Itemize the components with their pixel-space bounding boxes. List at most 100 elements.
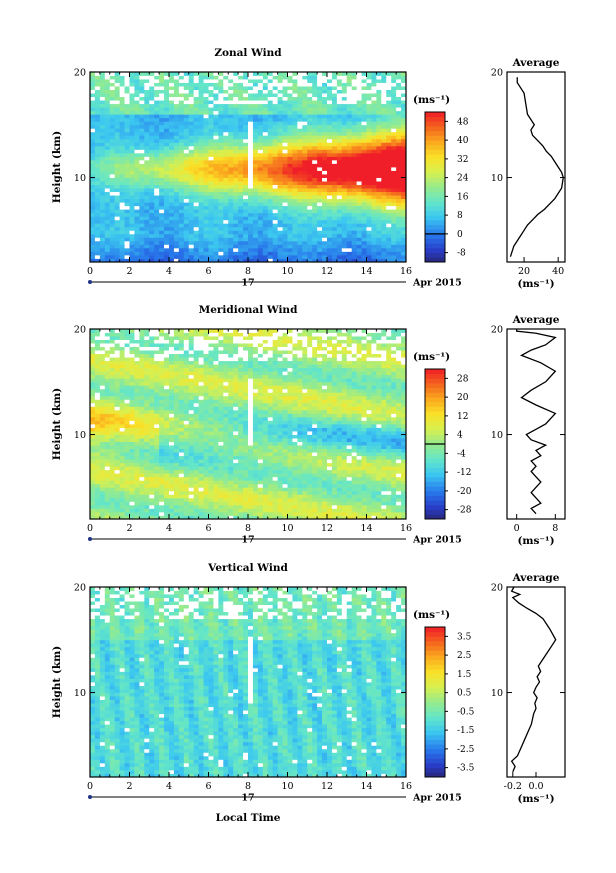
heatmap-cell [213, 110, 219, 115]
heatmap-cell [159, 346, 165, 351]
heatmap-cell [119, 343, 125, 347]
heatmap-cell [139, 138, 145, 143]
heatmap-cell [386, 247, 392, 252]
heatmap-cell [371, 121, 377, 126]
heatmap-cell [193, 504, 200, 509]
heatmap-cell [272, 135, 279, 140]
heatmap-cell [257, 233, 264, 238]
heatmap-cell [228, 114, 234, 119]
heatmap-cell [114, 174, 121, 178]
heatmap-cell [277, 254, 283, 259]
heatmap-cell [169, 170, 175, 175]
heatmap-cell [346, 247, 353, 252]
heatmap-cell [94, 388, 101, 393]
heatmap-cell [169, 181, 175, 185]
heatmap-cell [119, 191, 125, 196]
heatmap-cell [119, 399, 125, 404]
heatmap-cell [109, 483, 116, 488]
heatmap-cell [154, 473, 160, 478]
heatmap-cell [302, 135, 308, 140]
heatmap-cell [188, 357, 195, 362]
heatmap-cell [198, 350, 204, 355]
heatmap-cell [331, 103, 338, 108]
heatmap-cell [169, 174, 175, 178]
heatmap-cell [327, 177, 333, 182]
heatmap-cell [188, 167, 195, 171]
heatmap-cell [129, 237, 135, 242]
heatmap-cell [297, 75, 303, 80]
heatmap-cell [183, 152, 190, 157]
heatmap-cell [396, 149, 402, 154]
heatmap-cell [114, 124, 121, 129]
heatmap-cell [134, 501, 140, 506]
heatmap-cell [183, 230, 190, 235]
heatmap-cell [213, 424, 219, 428]
heatmap-cell [114, 75, 121, 80]
heatmap-cell [361, 177, 367, 182]
heatmap-cell [322, 100, 328, 105]
heatmap-cell [154, 343, 160, 347]
heatmap-cell [104, 494, 111, 499]
heatmap-cell [119, 156, 125, 161]
heatmap-cell [109, 114, 116, 119]
heatmap-cell [109, 350, 116, 355]
heatmap-cell [272, 93, 279, 98]
heatmap-cell [203, 346, 209, 351]
heatmap-cell [178, 473, 185, 478]
heatmap-cell [386, 184, 392, 189]
heatmap-cell [341, 209, 348, 214]
heatmap-cell [124, 117, 130, 122]
heatmap-cell [312, 135, 318, 140]
heatmap-cell [99, 371, 106, 376]
heatmap-cell [228, 216, 234, 221]
heatmap-cell [287, 247, 293, 252]
heatmap-cell [109, 462, 116, 467]
heatmap-cell [297, 82, 303, 87]
heatmap-cell [287, 254, 293, 259]
heatmap-cell [139, 107, 145, 112]
heatmap-cell [341, 100, 348, 105]
heatmap-cell [183, 448, 190, 453]
heatmap-cell [376, 82, 382, 87]
heatmap-cell [178, 339, 185, 344]
heatmap-cell [188, 216, 195, 221]
heatmap-cell [178, 75, 185, 80]
heatmap-cell [129, 244, 135, 249]
heatmap-cell [361, 145, 367, 150]
heatmap-cell [183, 332, 190, 337]
heatmap-cell [129, 145, 135, 150]
heatmap-cell [124, 86, 130, 90]
heatmap-cell [396, 86, 402, 90]
heatmap-cell [173, 251, 180, 256]
heatmap-cell [109, 159, 116, 164]
heatmap-cell [109, 427, 116, 432]
heatmap-cell [90, 226, 96, 231]
heatmap-cell [169, 480, 175, 485]
heatmap-cell [341, 72, 348, 76]
heatmap-cell [287, 205, 293, 210]
heatmap-cell [203, 395, 209, 400]
heatmap-cell [307, 100, 313, 105]
heatmap-cell [164, 103, 170, 108]
heatmap-cell [262, 170, 269, 175]
heatmap-cell [139, 188, 145, 193]
heatmap-cell [218, 244, 224, 249]
heatmap-cell [371, 159, 377, 164]
heatmap-cell [351, 177, 358, 182]
heatmap-cell [114, 385, 121, 390]
heatmap-cell [322, 152, 328, 157]
heatmap-cell [203, 202, 209, 207]
heatmap-cell [233, 100, 239, 105]
heatmap-cell [371, 233, 377, 238]
heatmap-cell [159, 434, 165, 439]
heatmap-cell [124, 388, 130, 393]
heatmap-cell [297, 86, 303, 90]
heatmap-cell [317, 230, 323, 235]
heatmap-cell [203, 329, 209, 333]
heatmap-cell [327, 216, 333, 221]
heatmap-cell [159, 388, 165, 393]
heatmap-cell [139, 219, 145, 224]
heatmap-cell [173, 100, 180, 105]
heatmap-cell [396, 75, 402, 80]
heatmap-cell [193, 416, 200, 421]
